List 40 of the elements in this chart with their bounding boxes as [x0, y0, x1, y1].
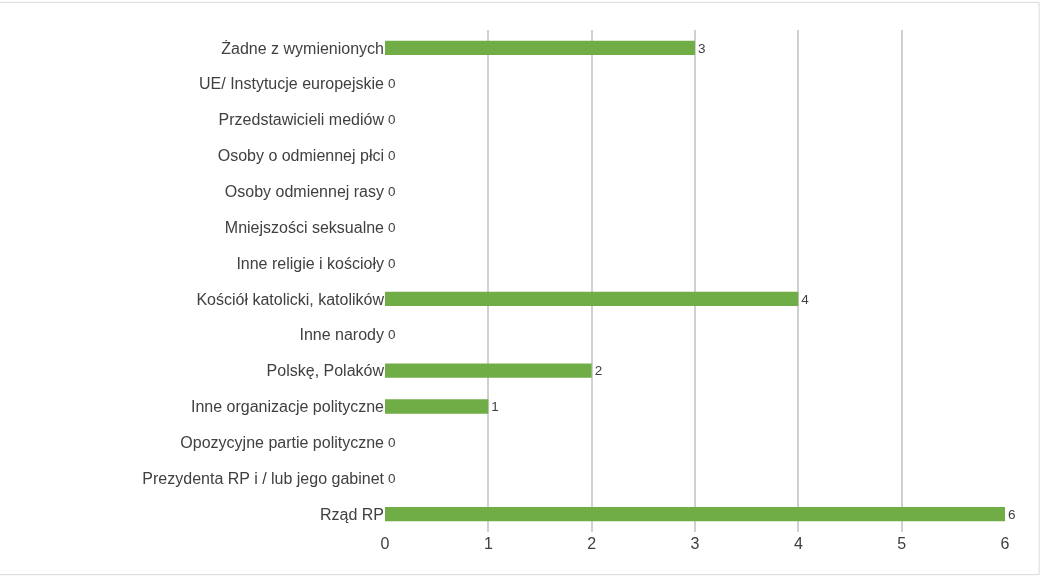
x-tick-label: 2: [587, 535, 597, 552]
bar: [385, 291, 799, 307]
data-label: 4: [801, 291, 810, 307]
y-tick-label: Osoby o odmiennej płci: [217, 147, 384, 165]
data-label: 2: [594, 363, 603, 379]
x-tick-label: 3: [690, 535, 700, 552]
bar: [385, 399, 489, 414]
x-tick-label: 4: [793, 535, 803, 552]
data-label: 0: [388, 435, 396, 450]
y-tick-label: Żadne z wymienionych: [221, 38, 384, 57]
bar: [385, 40, 695, 56]
y-tick-label: Przedstawicieli mediów: [218, 111, 385, 129]
y-tick-label: Osoby odmiennej rasy: [224, 182, 384, 200]
x-tick-label: 5: [897, 535, 907, 552]
x-tick-label: 1: [483, 535, 493, 552]
y-tick-label: Inne organizacje polityczne: [190, 398, 385, 416]
x-tick-label: 6: [1000, 535, 1010, 552]
data-label: 1: [491, 399, 499, 415]
bar: [385, 363, 592, 378]
y-tick-label: Opozycyjne partie polityczne: [180, 433, 385, 451]
y-tick-label: Prezydenta RP i / lub jego gabinet: [142, 469, 385, 487]
y-tick-label: Rząd RP: [319, 505, 384, 523]
data-label: 0: [388, 112, 396, 128]
data-label: 3: [698, 40, 706, 56]
data-label: 0: [388, 148, 396, 164]
data-label: 0: [388, 255, 396, 271]
data-label: 0: [388, 184, 396, 199]
data-label: 0: [388, 470, 396, 486]
y-tick-label: Polskę, Polaków: [266, 362, 385, 380]
x-tick-label: 0: [380, 535, 390, 552]
y-tick-label: Kościół katolicki, katolików: [196, 290, 385, 308]
y-tick-label: Inne narody: [299, 326, 384, 344]
data-label: 0: [388, 327, 396, 343]
y-tick-label: Inne religie i kościoły: [236, 254, 384, 272]
data-label: 0: [388, 76, 396, 92]
y-tick-label: Mniejszości seksualne: [224, 218, 385, 236]
bar: [385, 506, 1005, 522]
data-label: 0: [388, 219, 396, 235]
data-label: 6: [1008, 506, 1016, 522]
y-tick-label: UE/ Instytucje europejskie: [199, 75, 385, 93]
